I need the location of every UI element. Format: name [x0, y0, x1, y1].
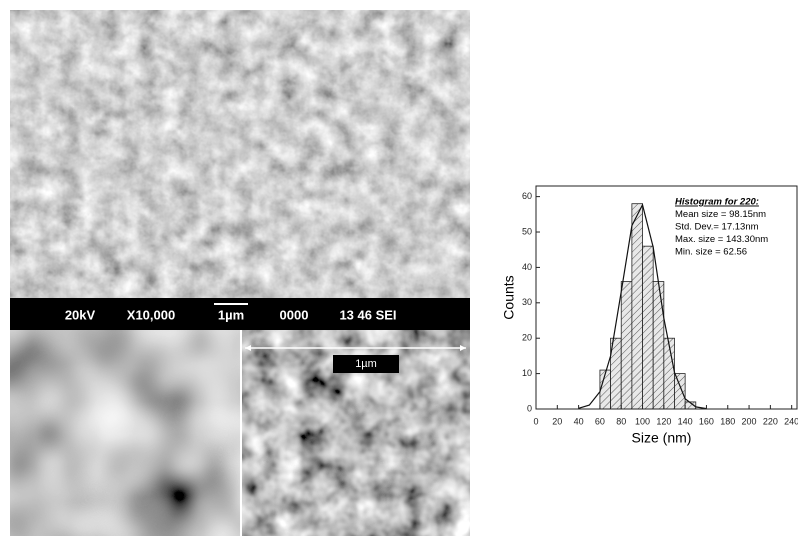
x-tick-label: 140 [678, 416, 693, 426]
x-axis-label: Size (nm) [632, 430, 692, 446]
bar [642, 245, 654, 410]
info-text: 13 46 SEI [339, 307, 396, 322]
y-tick-label: 50 [522, 226, 532, 236]
x-tick-label: 200 [742, 416, 757, 426]
x-tick-label: 180 [720, 416, 735, 426]
annotation: Min. size = 62.56 [675, 247, 747, 258]
annotation: Std. Dev.= 17.13nm [675, 222, 759, 233]
divider [240, 330, 242, 536]
inset-scale-label: 1µm [355, 358, 377, 370]
x-tick-label: 20 [552, 416, 562, 426]
y-tick-label: 40 [522, 262, 532, 272]
y-tick-label: 0 [527, 403, 532, 413]
annotation-title: Histogram for 220: [675, 197, 759, 208]
fit-curve [578, 203, 707, 410]
x-tick-label: 160 [699, 416, 714, 426]
info-text: 0000 [280, 307, 309, 322]
bar [663, 337, 675, 410]
sem-image [10, 10, 470, 298]
x-tick-label: 60 [595, 416, 605, 426]
sem-inset [10, 330, 240, 536]
bar [674, 373, 686, 410]
x-tick-label: 220 [763, 416, 778, 426]
x-tick-label: 80 [616, 416, 626, 426]
y-tick-label: 30 [522, 297, 532, 307]
y-tick-label: 60 [522, 191, 532, 201]
plot-frame [535, 185, 798, 410]
x-tick-label: 100 [635, 416, 650, 426]
bar [631, 203, 643, 410]
bar [620, 281, 633, 410]
y-tick-label: 10 [522, 368, 532, 378]
y-axis-label: Counts [501, 275, 517, 319]
info-text: 1µm [218, 307, 244, 322]
x-tick-label: 240 [784, 416, 798, 426]
x-tick-label: 40 [574, 416, 584, 426]
x-tick-label: 120 [656, 416, 671, 426]
label-box [333, 355, 399, 373]
annotation: Mean size = 98.15nm [675, 209, 766, 220]
y-tick-label: 20 [522, 333, 532, 343]
x-tick-label: 0 [533, 416, 538, 426]
bar [652, 281, 665, 410]
annotation: Max. size = 143.30nm [675, 234, 768, 245]
info-text: X10,000 [127, 307, 175, 322]
info-text: 20kV [65, 307, 96, 322]
